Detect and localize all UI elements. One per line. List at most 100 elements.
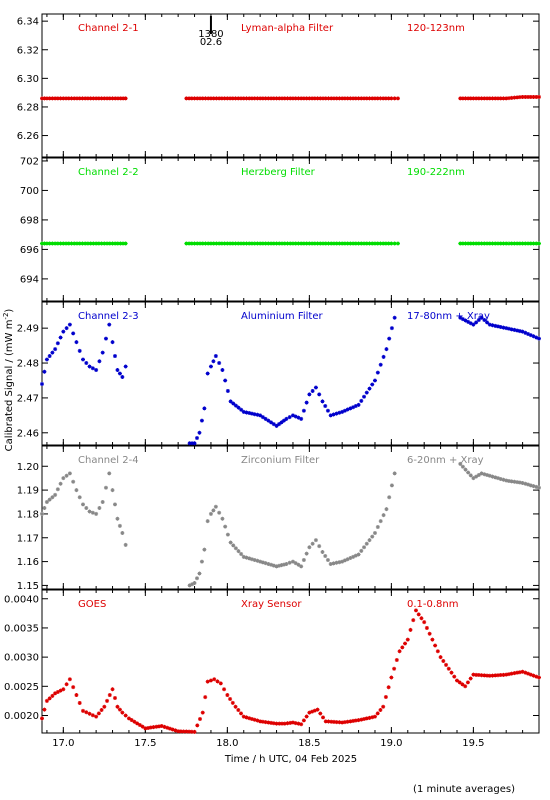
data-point <box>375 711 380 716</box>
data-point <box>476 318 481 323</box>
panel-filter-label: Xray Sensor <box>241 599 302 610</box>
data-point <box>192 241 197 246</box>
data-point <box>211 241 216 246</box>
data-point <box>515 480 520 485</box>
data-point <box>493 96 498 101</box>
data-point <box>463 684 468 689</box>
data-point <box>123 241 128 246</box>
panel-band-label: 17-80nm + Xray <box>407 311 490 322</box>
data-point <box>218 681 223 686</box>
data-point <box>72 96 77 101</box>
data-point <box>252 241 257 246</box>
data-point <box>217 361 222 366</box>
data-point <box>362 96 367 101</box>
panel-frame <box>41 589 540 734</box>
data-point <box>47 354 52 359</box>
data-point <box>413 608 418 613</box>
data-point <box>249 716 254 721</box>
data-point <box>482 241 487 246</box>
data-point <box>353 553 358 558</box>
data-point <box>351 405 356 410</box>
data-point <box>479 673 484 678</box>
data-point <box>187 241 192 246</box>
data-point <box>94 96 99 101</box>
data-point <box>260 719 265 724</box>
data-point <box>287 415 292 420</box>
data-point <box>359 398 364 403</box>
data-point <box>490 323 495 328</box>
data-point <box>244 241 249 246</box>
data-point <box>255 96 260 101</box>
y-tick-label: 1.17 <box>17 533 39 544</box>
data-point <box>315 241 320 246</box>
chart-panels: 6.26 6.28 6.30 6.32 6.34 Channel 2-1 Lyman-alp… <box>4 13 541 749</box>
panel-3: 2.46 2.47 2.48 2.49 Channel 2-3 Aluminium Fil… <box>17 301 541 446</box>
data-point <box>389 326 394 331</box>
y-axis-label-sup: -2 <box>2 313 10 320</box>
data-point <box>509 327 514 332</box>
data-point <box>206 96 211 101</box>
data-point <box>247 716 252 721</box>
data-point <box>40 716 44 721</box>
data-point <box>40 511 44 516</box>
data-point <box>277 721 282 726</box>
data-point <box>205 679 210 684</box>
data-point <box>359 548 364 553</box>
data-point <box>433 643 438 648</box>
data-point <box>47 241 52 246</box>
data-point <box>87 509 92 514</box>
data-point <box>244 410 249 415</box>
data-point <box>269 720 274 725</box>
data-point <box>260 415 265 420</box>
data-point <box>274 96 279 101</box>
data-point <box>506 478 511 483</box>
data-point <box>293 721 298 726</box>
data-point <box>288 241 293 246</box>
data-point <box>323 719 328 724</box>
data-point <box>249 96 254 101</box>
data-point <box>449 670 454 675</box>
data-point <box>466 470 471 475</box>
data-point <box>531 334 536 339</box>
data-point <box>110 340 115 345</box>
data-point <box>244 96 249 101</box>
data-point <box>220 516 225 521</box>
data-point <box>72 241 77 246</box>
data-point <box>378 96 383 101</box>
data-point <box>263 96 268 101</box>
data-point <box>88 241 93 246</box>
data-point <box>509 479 514 484</box>
data-point <box>471 672 476 677</box>
data-point <box>40 381 44 386</box>
data-point <box>476 241 481 246</box>
data-point <box>117 707 122 712</box>
data-point <box>301 408 306 413</box>
series-1 <box>40 322 128 386</box>
data-point <box>329 241 334 246</box>
data-point <box>466 96 471 101</box>
data-point <box>282 96 287 101</box>
data-point <box>526 94 531 99</box>
data-point <box>53 691 58 696</box>
data-point <box>537 485 541 490</box>
data-point <box>353 404 358 409</box>
data-point <box>67 322 72 327</box>
data-point <box>340 409 345 414</box>
data-point <box>526 331 531 336</box>
data-point <box>463 467 468 472</box>
data-point <box>474 96 479 101</box>
data-point <box>255 241 260 246</box>
data-point <box>304 96 309 101</box>
data-point <box>198 716 203 721</box>
data-point <box>241 554 246 559</box>
data-point <box>230 241 235 246</box>
data-point <box>460 317 465 322</box>
data-point <box>493 241 498 246</box>
data-point <box>105 698 110 703</box>
data-point <box>468 96 473 101</box>
data-point <box>315 707 320 712</box>
y-tick-label: 694 <box>20 274 39 285</box>
data-point <box>293 241 298 246</box>
data-point <box>512 327 517 332</box>
data-point <box>100 350 105 355</box>
